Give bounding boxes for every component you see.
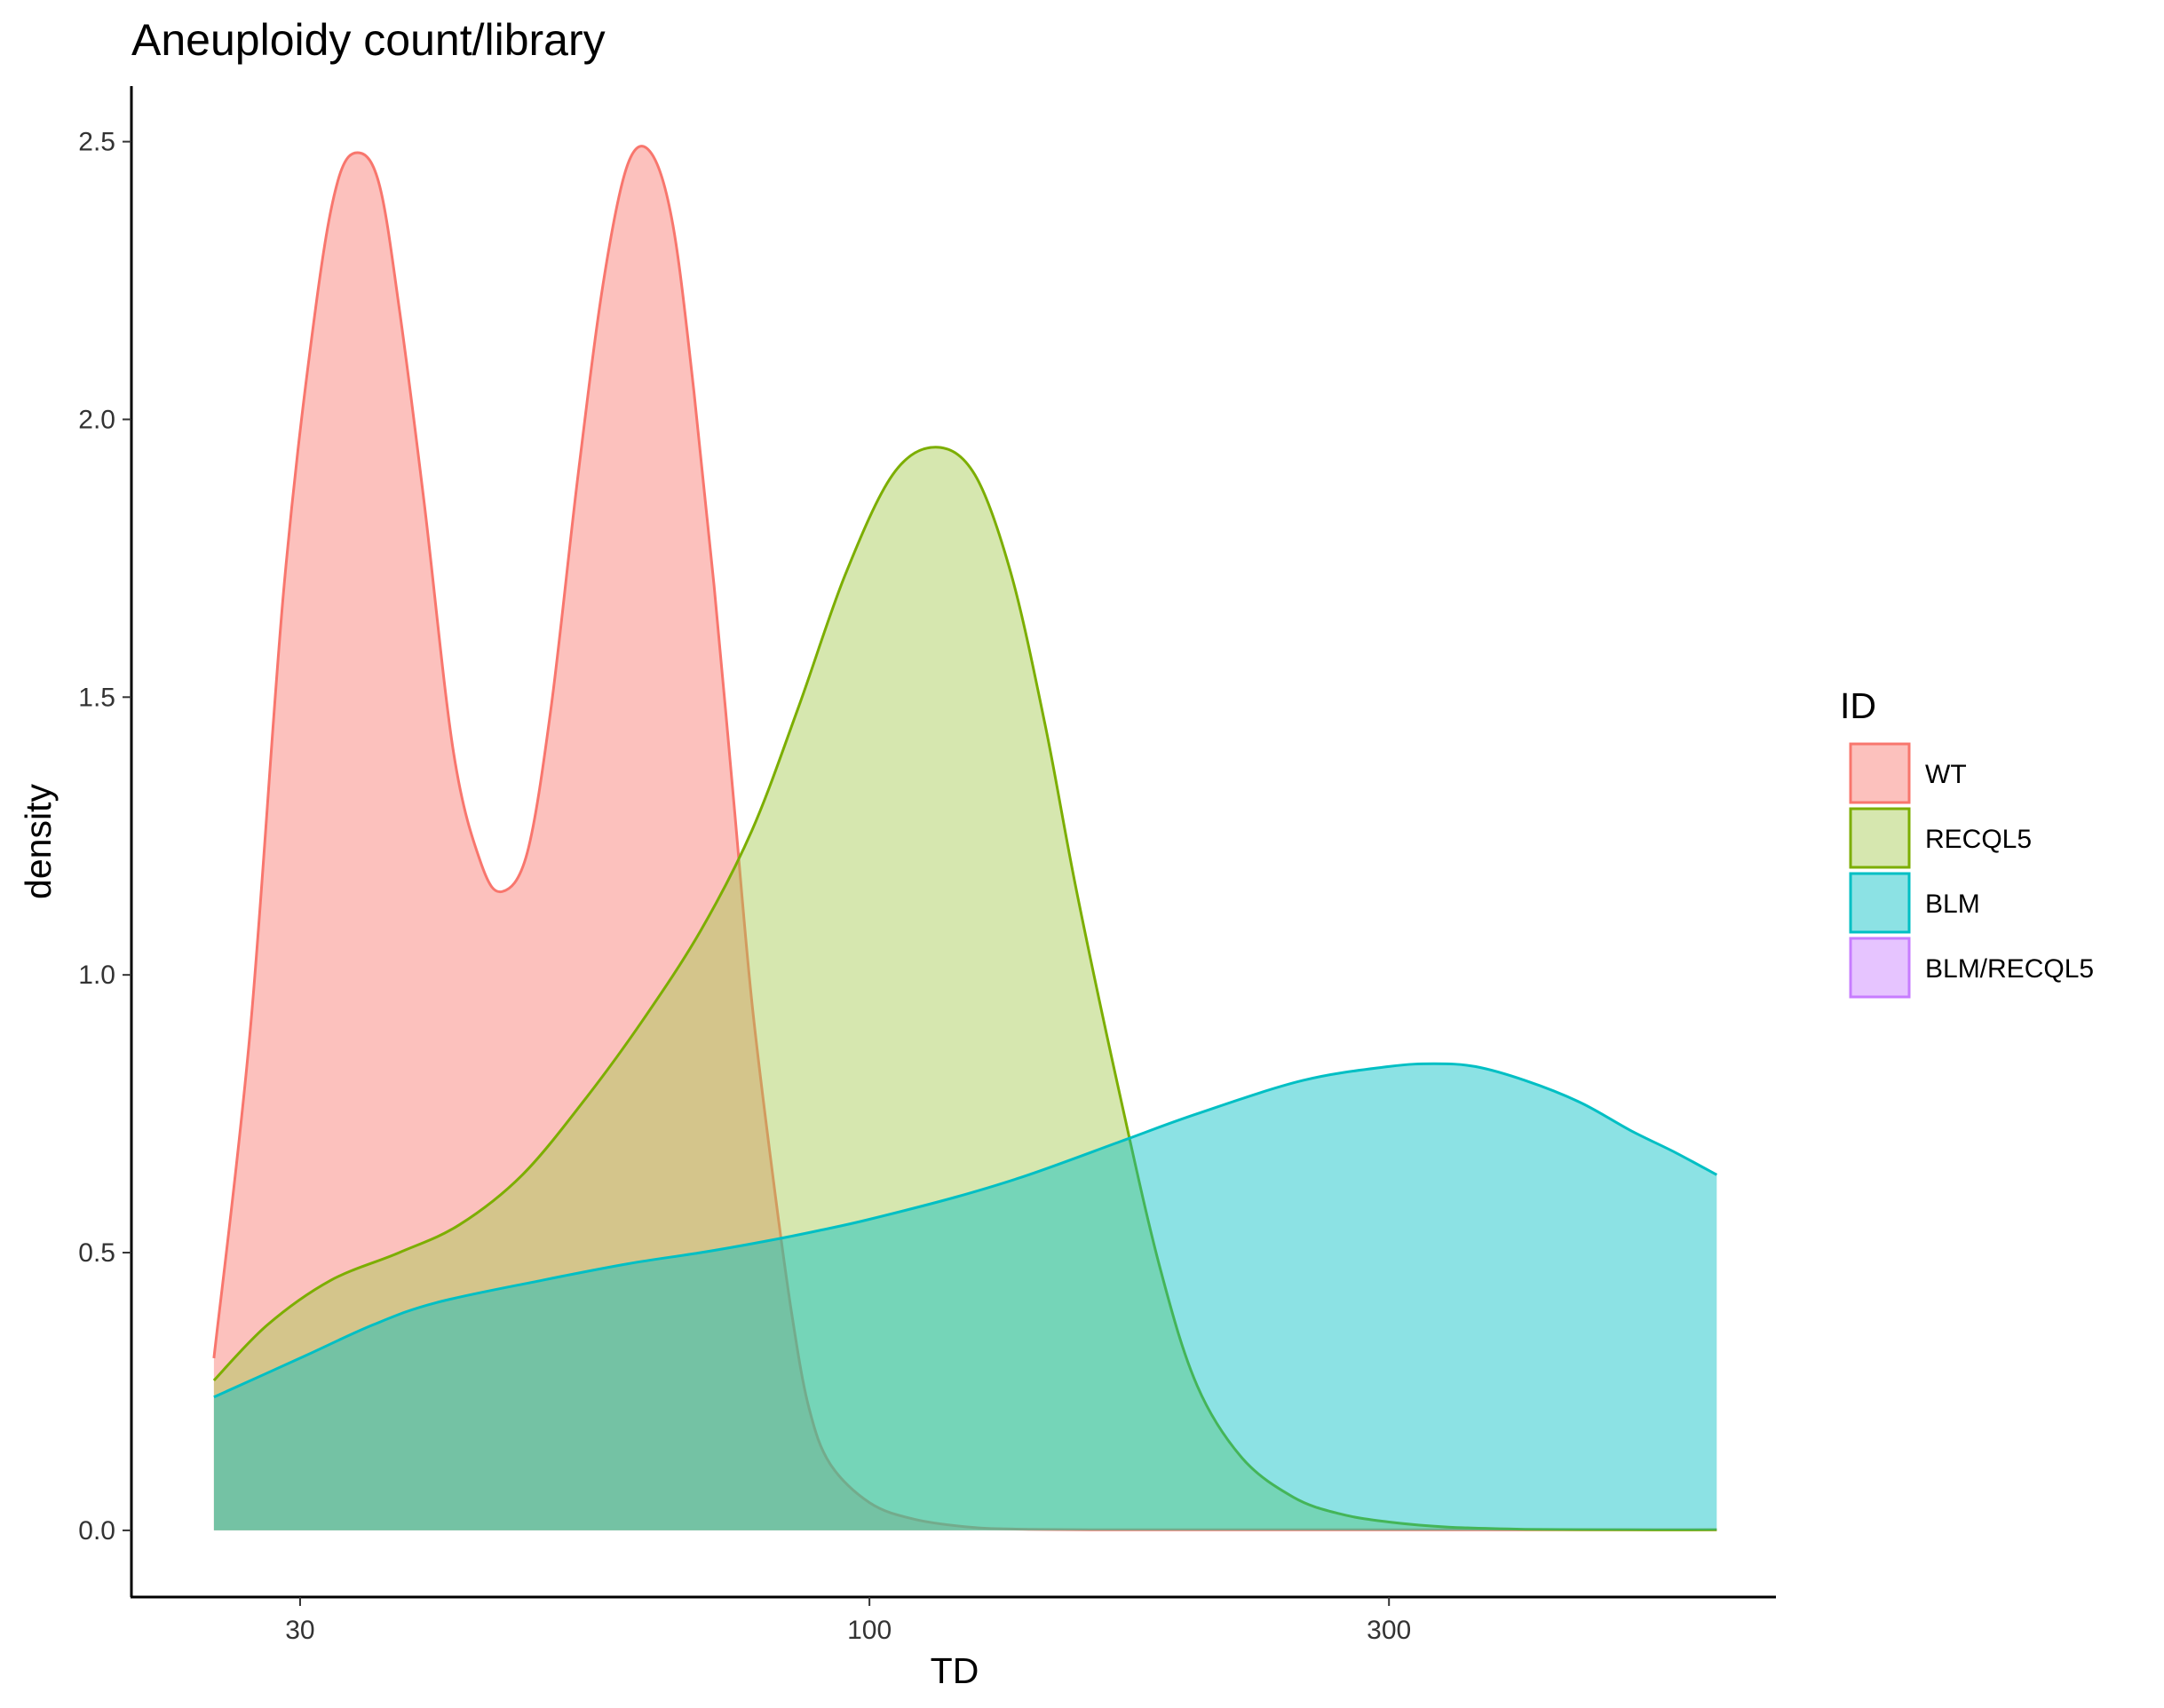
y-tick-label: 2.5 [78,128,115,157]
legend-label-recql5: RECQL5 [1925,825,2032,854]
chart-title: Aneuploidy count/library [131,15,606,65]
x-tick-label: 300 [1367,1616,1411,1645]
legend-label-blm-recql5: BLM/RECQL5 [1925,954,2094,984]
density-series-layer [212,145,1718,1531]
plot-area: 0.0 0.5 1.0 1.5 2.0 2.5 30 100 300 [78,86,1776,1645]
y-axis-title: density [18,784,59,899]
legend-title: ID [1840,685,1876,726]
y-axis-ticks: 0.0 0.5 1.0 1.5 2.0 2.5 [78,128,131,1546]
x-tick-label: 100 [847,1616,892,1645]
y-tick-label: 1.0 [78,961,115,990]
y-tick-label: 0.5 [78,1238,115,1268]
legend-label-wt: WT [1925,760,1967,789]
density-area-recql5 [213,447,1717,1530]
legend-label-blm: BLM [1925,890,1980,919]
legend-key-recql5 [1849,807,1911,869]
density-line-blm [213,1062,1718,1399]
legend-key-wt [1849,742,1911,804]
density-area-wt [213,146,1717,1530]
y-tick-label: 2.0 [78,405,115,434]
x-tick-label: 30 [285,1616,314,1645]
y-tick-label: 1.5 [78,683,115,712]
legend-key-blm-recql5 [1849,937,1911,999]
y-tick-label: 0.0 [78,1516,115,1546]
density-area-blm [213,1064,1717,1530]
legend: ID WT RECQL5 BLM BLM/RECQL5 [1840,685,2094,999]
legend-key-blm [1849,872,1911,934]
density-line-wt [212,145,1717,1531]
x-axis-title: TD [931,1650,979,1691]
density-line-recql5 [212,446,1717,1531]
x-axis-ticks: 30 100 300 [285,1597,1411,1645]
